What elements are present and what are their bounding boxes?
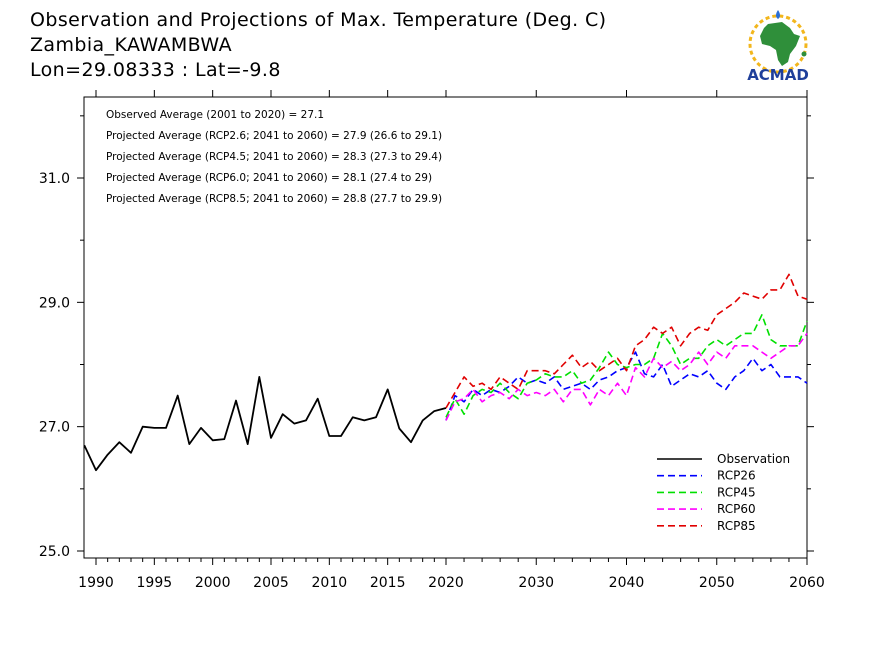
series-line-rcp85 <box>445 273 808 409</box>
x-tick-label: 2050 <box>699 575 735 591</box>
location-name: Zambia_KAWAMBWA <box>30 34 232 56</box>
annotations: Observed Average (2001 to 2020) = 27.1 Pr… <box>106 109 442 205</box>
chart-title: Observation and Projections of Max. Temp… <box>30 9 607 31</box>
legend-label: RCP45 <box>717 485 756 499</box>
series-layer <box>83 273 808 472</box>
y-tick-label: 27.0 <box>39 420 70 436</box>
x-axis: 1990 1995 2000 2005 2010 2015 2020 2030 2040 2050… <box>78 90 825 591</box>
series-line-observation <box>83 375 447 472</box>
legend-label: RCP85 <box>717 519 756 533</box>
x-tick-label: 1990 <box>78 575 114 591</box>
legend-label: RCP60 <box>717 502 756 516</box>
annotation-line: Observed Average (2001 to 2020) = 27.1 <box>106 109 324 121</box>
x-tick-label: 2015 <box>370 575 406 591</box>
x-tick-label: 2060 <box>789 575 825 591</box>
legend: Observation RCP26 RCP45 RCP60 RCP85 <box>657 452 790 533</box>
x-tick-label: 2000 <box>195 575 231 591</box>
annotation-line: Projected Average (RCP8.5; 2041 to 2060)… <box>106 193 442 205</box>
series-line-rcp26 <box>445 351 808 421</box>
x-tick-label: 2030 <box>518 575 554 591</box>
series-line-rcp60 <box>445 332 808 421</box>
x-tick-label: 1995 <box>137 575 173 591</box>
logo-text: ACMAD <box>747 66 809 84</box>
coordinates: Lon=29.08333 : Lat=-9.8 <box>30 59 281 81</box>
x-tick-label: 2005 <box>253 575 289 591</box>
annotation-line: Projected Average (RCP4.5; 2041 to 2060)… <box>106 151 442 163</box>
africa-logo-icon: ACMAD <box>747 10 809 84</box>
annotation-line: Projected Average (RCP6.0; 2041 to 2060)… <box>106 172 432 184</box>
legend-label: RCP26 <box>717 469 756 483</box>
annotation-line: Projected Average (RCP2.6; 2041 to 2060)… <box>106 130 442 142</box>
x-tick-label: 2010 <box>312 575 348 591</box>
y-tick-label: 31.0 <box>39 171 70 187</box>
legend-label: Observation <box>717 452 790 466</box>
x-tick-label: 2040 <box>609 575 645 591</box>
y-tick-label: 29.0 <box>39 295 70 311</box>
series-line-rcp45 <box>445 313 808 418</box>
y-axis: 25.0 27.0 29.0 31.0 <box>39 115 814 560</box>
acmad-logo: ACMAD <box>738 6 818 84</box>
y-tick-label: 25.0 <box>39 544 70 560</box>
x-tick-label: 2020 <box>428 575 464 591</box>
